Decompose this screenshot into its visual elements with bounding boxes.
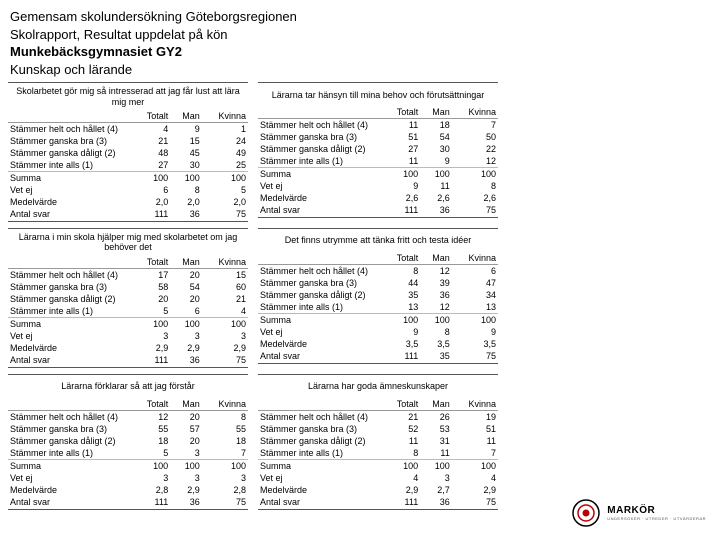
header-line1: Gemensam skolundersökning Göteborgsregio… — [10, 8, 710, 26]
table-row: Stämmer ganska dåligt (2)273022 — [258, 143, 498, 155]
table-row: Medelvärde3,53,53,5 — [258, 338, 498, 350]
table-row: Stämmer helt och hållet (4)11187 — [258, 119, 498, 132]
table-row: Vet ej685 — [8, 184, 248, 196]
panel-5: Lärarna har goda ämneskunskaper TotaltMa… — [258, 374, 498, 510]
panel-1: Lärarna tar hänsyn till mina behov och f… — [258, 82, 498, 222]
table-row: Medelvärde2,92,92,9 — [8, 342, 248, 354]
table-row: Stämmer ganska bra (3)515450 — [258, 131, 498, 143]
table-row: Stämmer helt och hållet (4)172015 — [8, 268, 248, 281]
col-man: Man — [170, 110, 202, 123]
table-row: Summa100100100 — [8, 317, 248, 330]
table-row: Stämmer ganska dåligt (2)353634 — [258, 289, 498, 301]
table-row: Vet ej989 — [258, 326, 498, 338]
panel-title: Lärarna har goda ämneskunskaper — [258, 376, 498, 398]
table-row: Summa100100100 — [8, 171, 248, 184]
table-row: Summa100100100 — [258, 313, 498, 326]
header-line4: Kunskap och lärande — [10, 61, 710, 79]
panel-title: Lärarna tar hänsyn till mina behov och f… — [258, 84, 498, 106]
table-row: Antal svar1113675 — [8, 208, 248, 220]
table-row: Stämmer inte alls (1)11912 — [258, 155, 498, 168]
tables-grid: Skolarbetet gör mig så intresserad att j… — [0, 82, 720, 509]
brand-logo: MARKÖR UNDERSÖKER · UTREDER · UTVÄRDERAR — [571, 498, 706, 528]
panel-2: Lärarna i min skola hjälper mig med skol… — [8, 228, 248, 368]
table-row: Summa100100100 — [8, 459, 248, 472]
panel-4: Lärarna förklarar så att jag förstår Tot… — [8, 374, 248, 510]
col-kvinna: Kvinna — [202, 110, 248, 123]
table-row: Stämmer inte alls (1)564 — [8, 305, 248, 318]
panel-title: Skolarbetet gör mig så intresserad att j… — [8, 84, 248, 110]
table-row: Vet ej9118 — [258, 180, 498, 192]
table-row: Stämmer ganska bra (3)525351 — [258, 423, 498, 435]
table-row: Stämmer inte alls (1)8117 — [258, 447, 498, 460]
panel-0: Skolarbetet gör mig så intresserad att j… — [8, 82, 248, 222]
report-header: Gemensam skolundersökning Göteborgsregio… — [0, 0, 720, 82]
table-row: Antal svar1113575 — [258, 350, 498, 362]
table-row: Stämmer inte alls (1)537 — [8, 447, 248, 460]
table-row: Vet ej333 — [8, 330, 248, 342]
table-row: Summa100100100 — [258, 168, 498, 181]
table-row: Stämmer ganska bra (3)211524 — [8, 135, 248, 147]
table-row: Medelvärde2,92,72,9 — [258, 484, 498, 496]
panel-table: TotaltManKvinna Stämmer helt och hållet … — [258, 106, 498, 216]
table-row: Antal svar1113675 — [258, 204, 498, 216]
table-row: Stämmer helt och hållet (4)12208 — [8, 410, 248, 423]
table-row: Stämmer ganska dåligt (2)202021 — [8, 293, 248, 305]
panel-title: Det finns utrymme att tänka fritt och te… — [258, 230, 498, 252]
table-row: Stämmer inte alls (1)131213 — [258, 301, 498, 314]
table-row: Antal svar1113675 — [8, 354, 248, 366]
col-total: Totalt — [133, 110, 170, 123]
table-row: Stämmer helt och hållet (4)8126 — [258, 264, 498, 277]
panel-3: Det finns utrymme att tänka fritt och te… — [258, 228, 498, 368]
table-row: Vet ej434 — [258, 472, 498, 484]
target-icon — [571, 498, 601, 528]
table-row: Stämmer ganska dåligt (2)182018 — [8, 435, 248, 447]
table-row: Antal svar1113675 — [8, 496, 248, 508]
header-line3: Munkebäcksgymnasiet GY2 — [10, 43, 710, 61]
table-row: Stämmer ganska dåligt (2)113111 — [258, 435, 498, 447]
table-row: Stämmer helt och hållet (4)491 — [8, 122, 248, 135]
table-row: Medelvärde2,62,62,6 — [258, 192, 498, 204]
table-row: Medelvärde2,02,02,0 — [8, 196, 248, 208]
panel-title: Lärarna i min skola hjälper mig med skol… — [8, 230, 248, 256]
table-row: Stämmer helt och hållet (4)212619 — [258, 410, 498, 423]
table-row: Stämmer ganska bra (3)555755 — [8, 423, 248, 435]
table-row: Stämmer inte alls (1)273025 — [8, 159, 248, 172]
table-row: Stämmer ganska bra (3)585460 — [8, 281, 248, 293]
logo-text: MARKÖR — [607, 505, 706, 516]
logo-sub: UNDERSÖKER · UTREDER · UTVÄRDERAR — [607, 516, 706, 521]
table-row: Stämmer ganska dåligt (2)484549 — [8, 147, 248, 159]
table-row: Antal svar1113675 — [258, 496, 498, 508]
table-row: Medelvärde2,82,92,8 — [8, 484, 248, 496]
table-row: Vet ej333 — [8, 472, 248, 484]
panel-table: Totalt Man Kvinna Stämmer helt och hålle… — [8, 110, 248, 220]
panel-title: Lärarna förklarar så att jag förstår — [8, 376, 248, 398]
table-row: Summa100100100 — [258, 459, 498, 472]
table-row: Stämmer ganska bra (3)443947 — [258, 277, 498, 289]
header-line2: Skolrapport, Resultat uppdelat på kön — [10, 26, 710, 44]
